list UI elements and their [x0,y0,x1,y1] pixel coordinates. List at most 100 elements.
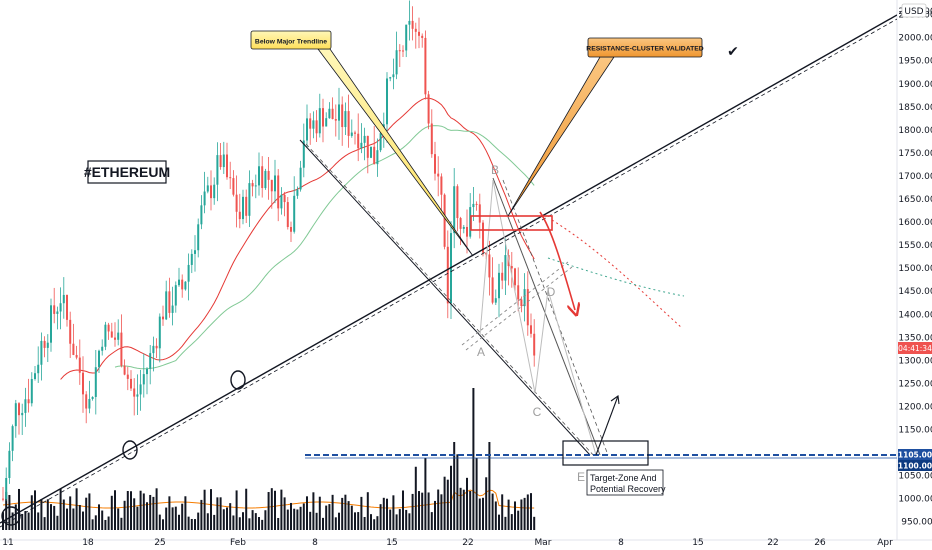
time-tick-label: 8 [618,538,624,548]
candle-body [488,254,491,278]
resistance-callout-tail [507,56,615,217]
volume-bar [229,503,232,530]
candle-body [171,305,174,313]
volume-bar [331,494,334,530]
candle-body [120,332,123,366]
volume-bar [411,493,414,530]
volume-bar [440,494,443,530]
volume-bar [34,490,36,530]
volume-bar [450,465,452,530]
ma-green-projection [547,257,685,297]
chart-title-box [87,160,167,184]
volume-bar [171,507,174,530]
candle-body [91,396,94,399]
recovery-arrow-head [610,395,620,405]
volume-bar [98,504,100,530]
volume-bar [363,516,366,530]
candle-body [267,170,270,180]
price-tick-label: 1150.00 [898,425,932,435]
candle-body [72,343,75,355]
touch-circle-1 [122,440,138,460]
channel-line-upper-dashed [305,143,597,459]
wave-label-d: D [547,285,556,299]
price-tick-label: 1400.00 [898,310,932,320]
candle-body [210,185,212,199]
time-axis[interactable]: 11 18 25 Feb 8 15 22 Mar 8 15 22 26 Apr [2,538,893,548]
volume-bar [27,512,30,530]
candle-body [350,132,353,136]
volume-bar [494,501,497,530]
candle-body [5,478,8,499]
candle-body [456,186,459,219]
candle-body [277,175,280,209]
candle-body [504,255,507,281]
currency-badge[interactable] [901,3,927,18]
candle-body [296,189,299,196]
volume-bar [104,519,107,530]
candle-body [299,167,302,190]
candle-body [302,140,305,168]
candle-body [178,279,180,286]
candle-body [2,498,4,500]
volume-bar [130,491,132,530]
volume-bar [344,494,347,530]
volume-bar [475,458,478,530]
volume-bar [379,504,382,530]
volume-bar [526,494,529,530]
volume-bar [347,501,350,530]
trendline-callout-text: Below Major Trendline [255,39,327,46]
volume-bar [456,454,459,530]
candle-body [149,353,152,369]
candle-body [309,118,312,129]
time-tick-label: 15 [386,538,397,548]
volume-bar [142,493,145,530]
volume-bar [286,509,289,530]
candle-body [136,394,139,397]
volume-bar [174,506,177,530]
volume-bar [466,477,468,530]
volume-bar [62,499,65,530]
volume-bar [392,495,395,530]
candle-body [146,368,148,375]
volume-bar [341,497,344,530]
volume-bar [261,519,264,530]
candle-body [101,346,104,351]
candle-body [8,450,11,479]
candle-body [197,224,200,251]
candle-body [94,367,97,397]
candle-body [245,196,248,216]
volume-bar [72,508,75,530]
candle-body [274,175,276,192]
candle-body [482,222,484,253]
volume-bar [200,499,203,530]
volume-bar [242,512,244,530]
candle-body [24,399,27,413]
volume-bar [293,508,296,530]
candle-body [424,37,427,95]
candle-body [114,337,116,340]
volume-bar [434,500,436,530]
candle-body [187,264,190,282]
volume-bar [50,504,52,530]
candle-body [392,74,395,78]
candle-body [517,285,520,300]
level-tag-1 [898,449,932,460]
volume-bar [139,490,142,530]
volume-bar [414,466,417,530]
candle-body [443,194,446,247]
volume-bar [226,507,228,530]
candle-body [40,340,43,365]
candle-body [533,333,536,356]
volume-bar [40,499,43,530]
volume-bar [424,458,427,530]
volume-bar [306,496,308,530]
volume-bar [386,498,388,530]
candle-body [213,184,216,199]
volume-bar [360,496,363,530]
candle-body [280,194,283,209]
price-tick-label: 950.00 [901,518,932,528]
volume-bar [206,513,209,530]
volume-bar [277,517,280,530]
candle-body [485,252,488,255]
candle-body [104,324,107,347]
